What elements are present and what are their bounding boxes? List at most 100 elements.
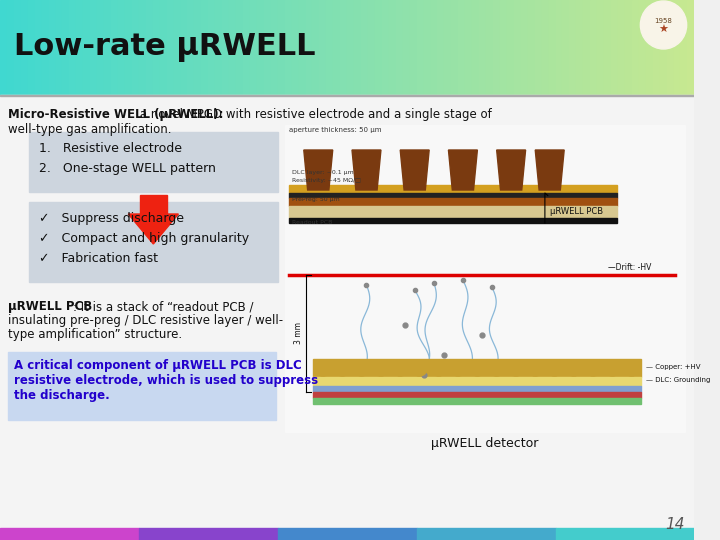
Bar <box>284 0 292 95</box>
Bar <box>673 0 680 95</box>
Bar <box>132 0 139 95</box>
Bar <box>611 0 618 95</box>
Bar <box>313 398 642 404</box>
Bar <box>153 0 160 95</box>
Circle shape <box>354 360 369 376</box>
Bar <box>583 0 590 95</box>
Circle shape <box>392 360 408 376</box>
Bar <box>417 528 556 540</box>
Circle shape <box>585 360 600 376</box>
Circle shape <box>469 360 485 376</box>
Bar <box>660 0 667 95</box>
Bar <box>42 0 49 95</box>
Bar <box>313 386 642 392</box>
Bar <box>187 0 194 95</box>
Text: PrePreg: 50 μm: PrePreg: 50 μm <box>292 197 340 202</box>
Bar <box>368 0 375 95</box>
Bar <box>549 0 556 95</box>
Circle shape <box>412 360 427 376</box>
Bar <box>431 0 438 95</box>
Bar <box>140 195 167 214</box>
Circle shape <box>431 360 446 376</box>
Bar <box>486 0 493 95</box>
Bar <box>375 0 382 95</box>
Bar <box>382 0 389 95</box>
Text: A critical component of μRWELL PCB is DLC
resistive electrode, which is used to : A critical component of μRWELL PCB is DL… <box>14 359 318 402</box>
Bar <box>289 193 617 198</box>
Bar <box>299 0 305 95</box>
Bar <box>556 0 562 95</box>
Circle shape <box>508 360 523 376</box>
Text: insulating pre-preg / DLC resistive layer / well-: insulating pre-preg / DLC resistive laye… <box>8 314 283 327</box>
Bar <box>570 0 576 95</box>
Bar <box>535 0 541 95</box>
Bar <box>305 0 312 95</box>
Bar <box>202 0 208 95</box>
Circle shape <box>640 1 687 49</box>
Bar <box>104 0 111 95</box>
Bar <box>125 0 132 95</box>
Bar <box>396 0 402 95</box>
Bar <box>625 0 632 95</box>
Bar <box>0 95 694 96</box>
Bar <box>618 0 625 95</box>
Text: ✓   Compact and high granularity: ✓ Compact and high granularity <box>39 232 248 245</box>
Bar <box>69 0 76 95</box>
Bar <box>639 0 646 95</box>
Bar <box>250 0 257 95</box>
Bar <box>0 0 7 95</box>
Bar <box>139 528 278 540</box>
Text: ✓   Suppress discharge: ✓ Suppress discharge <box>39 212 184 225</box>
Bar <box>63 0 69 95</box>
Bar <box>257 0 264 95</box>
Bar <box>688 0 694 95</box>
Bar <box>236 0 243 95</box>
Bar <box>229 0 236 95</box>
Bar <box>35 0 42 95</box>
Bar <box>194 0 202 95</box>
Bar <box>222 0 229 95</box>
Text: a novel MPGD with resistive electrode and a single stage of: a novel MPGD with resistive electrode an… <box>136 108 492 121</box>
Text: : It is a stack of “readout PCB /: : It is a stack of “readout PCB / <box>73 300 253 313</box>
Bar <box>562 0 570 95</box>
Bar <box>632 0 639 95</box>
Circle shape <box>546 360 562 376</box>
Text: —Drift: -HV: —Drift: -HV <box>608 263 651 272</box>
Circle shape <box>451 360 466 376</box>
Polygon shape <box>128 214 179 244</box>
Bar <box>208 0 215 95</box>
Circle shape <box>624 360 639 376</box>
Bar <box>459 0 465 95</box>
Bar <box>174 0 181 95</box>
Bar <box>111 0 118 95</box>
Bar <box>49 0 55 95</box>
Text: DLC layer: ~0.1 μm: DLC layer: ~0.1 μm <box>292 170 354 175</box>
Text: ✓   Fabrication fast: ✓ Fabrication fast <box>39 252 158 265</box>
Bar <box>21 0 28 95</box>
Bar <box>361 0 368 95</box>
Text: Readout PCB: Readout PCB <box>292 220 333 225</box>
Bar <box>160 0 166 95</box>
Circle shape <box>373 360 389 376</box>
Bar <box>313 377 642 386</box>
Text: μRWELL PCB: μRWELL PCB <box>8 300 92 313</box>
Bar <box>8 352 276 420</box>
Polygon shape <box>535 150 564 190</box>
Bar <box>354 0 361 95</box>
Bar <box>84 0 90 95</box>
Bar <box>514 0 521 95</box>
Text: 14: 14 <box>665 517 685 532</box>
Bar <box>465 0 472 95</box>
Text: type amplification” structure.: type amplification” structure. <box>8 328 182 341</box>
Bar <box>333 0 341 95</box>
Bar <box>347 0 354 95</box>
Bar <box>472 0 479 95</box>
Text: 1958: 1958 <box>654 18 672 24</box>
Circle shape <box>315 360 330 376</box>
Bar <box>28 0 35 95</box>
Bar <box>146 0 153 95</box>
Text: Micro-Resistive WELL (μRWELL):: Micro-Resistive WELL (μRWELL): <box>8 108 223 121</box>
Bar <box>320 0 326 95</box>
Polygon shape <box>352 150 381 190</box>
Bar <box>646 0 653 95</box>
